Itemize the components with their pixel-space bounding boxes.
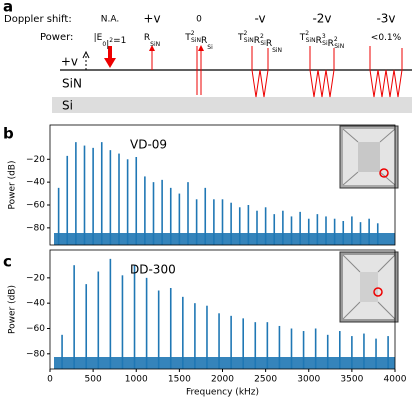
x-tick-label: 4000 [384,375,407,385]
formula-base: =1 [113,36,126,46]
formula-sup: 2 [260,33,264,40]
velocity-arrow-head [82,50,90,59]
formula-sub: SiN [306,37,316,44]
y-axis-label: Power (dB) [8,161,18,210]
formula-sub: SiN [272,47,282,54]
x-tick-label: 3500 [340,375,363,385]
formula-sup: 2 [243,30,247,37]
formula-sup: 2 [305,30,309,37]
x-tick-label: 3000 [297,375,320,385]
power-formula: <0.1% [371,33,402,43]
y-tick-label: −20 [26,273,45,283]
formula-sup: 2 [334,36,338,43]
formula-base: T [184,33,191,43]
y-tick-label: −80 [26,223,45,233]
shift-label: -3v [376,12,395,26]
plot-frame [49,124,396,246]
power-formula: RSiN [144,33,160,48]
diagram: a Doppler shift: Power: +v SiN Si [3,0,412,113]
formula-sub: SiN [150,41,160,48]
formula-sub: SiN [191,37,201,44]
chart-title: DD-300 [130,263,176,277]
y-tick-label: −80 [26,349,45,359]
formula-sup: 2 [191,30,195,37]
y-tick-label: −20 [26,155,45,165]
shift-label: -2v [312,12,331,26]
formula-sub: SiN [244,37,254,44]
chart: −80 −60 −40 −20 0 500 1000 1500 2000 2500 3000 3500… [8,249,407,398]
formula-base: |E [94,33,103,43]
layer-label: SiN [62,77,82,91]
formula-base: R [254,36,260,46]
formula-sub: Si [260,40,266,47]
formula-base: <0.1% [371,33,402,43]
formula-sub: Si [322,40,328,47]
beam [251,46,269,98]
formula-sub: 0 [102,41,106,48]
formula-sub: SiN [334,43,344,50]
inset-photo [339,251,399,323]
x-tick-label: 1500 [168,375,191,385]
inset-photo [339,125,399,189]
shift-label: 0 [196,15,202,25]
shift-label: N.A. [101,15,119,25]
panel-label: a [3,0,13,16]
incident-beam-head [104,58,116,68]
y-tick-label: −40 [26,299,45,309]
x-tick-label: 500 [85,375,102,385]
x-tick-label: 2000 [211,375,234,385]
shift-label: -v [254,12,265,26]
shift-label: Doppler shift: [4,14,72,25]
formula-base: T [299,33,306,43]
y-axis-label: Power (dB) [8,285,18,334]
power-formula: T2 SiNR3 SiR2 SiN [299,30,344,50]
layer-label: Si [62,99,73,113]
formula-base: R [144,33,150,43]
formula-sup: 3 [322,33,326,40]
panel-label: b [3,125,14,143]
formula-base: R [316,36,322,46]
formula-sup: 2 [109,37,113,44]
chart-title: VD-09 [130,138,167,152]
shift-label: +v [143,12,160,26]
panel-label: c [3,253,12,271]
velocity-label: +v [61,55,78,69]
power-formula: |E0|2=1 [94,33,127,50]
formula-base: T [237,33,244,43]
x-tick-label: 0 [47,375,53,385]
y-tick-label: −60 [26,324,45,334]
power-formula: T2 SiNR2 SiRSiN [237,30,282,54]
noise-floor [54,233,395,245]
x-tick-label: 1000 [125,375,148,385]
formula-base: | [106,40,109,50]
power-label: Power: [40,32,73,43]
si-layer [52,97,412,113]
formula-base: R [266,39,272,49]
noise-floor [54,357,395,369]
chart: −80 −60 −40 −20 VD-09 Power (dB) [8,124,396,246]
x-axis-label: Frequency (kHz) [186,388,259,398]
y-tick-label: −60 [26,201,45,211]
power-formula: T2 SiNRSi [184,30,213,51]
y-tick-label: −40 [26,178,45,188]
formula-base: R [201,36,207,46]
beam [309,46,335,98]
formula-sub: Si [207,44,213,51]
formula-base: R [328,39,334,49]
x-tick-label: 2500 [254,375,277,385]
beam [369,46,403,98]
